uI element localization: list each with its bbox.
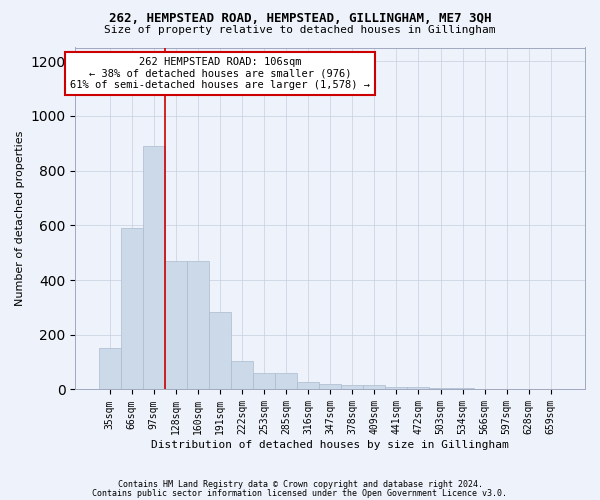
Bar	[209, 312, 231, 390]
Text: Contains public sector information licensed under the Open Government Licence v3: Contains public sector information licen…	[92, 488, 508, 498]
Bar	[430, 388, 452, 390]
X-axis label: Distribution of detached houses by size in Gillingham: Distribution of detached houses by size …	[151, 440, 509, 450]
Bar	[253, 373, 275, 390]
Bar	[518, 389, 540, 390]
Bar	[165, 261, 187, 390]
Bar	[363, 386, 385, 390]
Bar	[275, 373, 297, 390]
Bar	[121, 228, 143, 390]
Bar	[297, 382, 319, 390]
Bar	[473, 388, 496, 390]
Text: 262, HEMPSTEAD ROAD, HEMPSTEAD, GILLINGHAM, ME7 3QH: 262, HEMPSTEAD ROAD, HEMPSTEAD, GILLINGH…	[109, 12, 491, 26]
Bar	[496, 388, 518, 390]
Bar	[187, 261, 209, 390]
Bar	[452, 388, 473, 390]
Bar	[98, 348, 121, 390]
Y-axis label: Number of detached properties: Number of detached properties	[15, 131, 25, 306]
Text: Size of property relative to detached houses in Gillingham: Size of property relative to detached ho…	[104, 25, 496, 35]
Bar	[231, 360, 253, 390]
Bar	[385, 386, 407, 390]
Bar	[143, 146, 165, 390]
Bar	[407, 386, 430, 390]
Text: Contains HM Land Registry data © Crown copyright and database right 2024.: Contains HM Land Registry data © Crown c…	[118, 480, 482, 489]
Bar	[341, 386, 363, 390]
Bar	[319, 384, 341, 390]
Text: 262 HEMPSTEAD ROAD: 106sqm
← 38% of detached houses are smaller (976)
61% of sem: 262 HEMPSTEAD ROAD: 106sqm ← 38% of deta…	[70, 57, 370, 90]
